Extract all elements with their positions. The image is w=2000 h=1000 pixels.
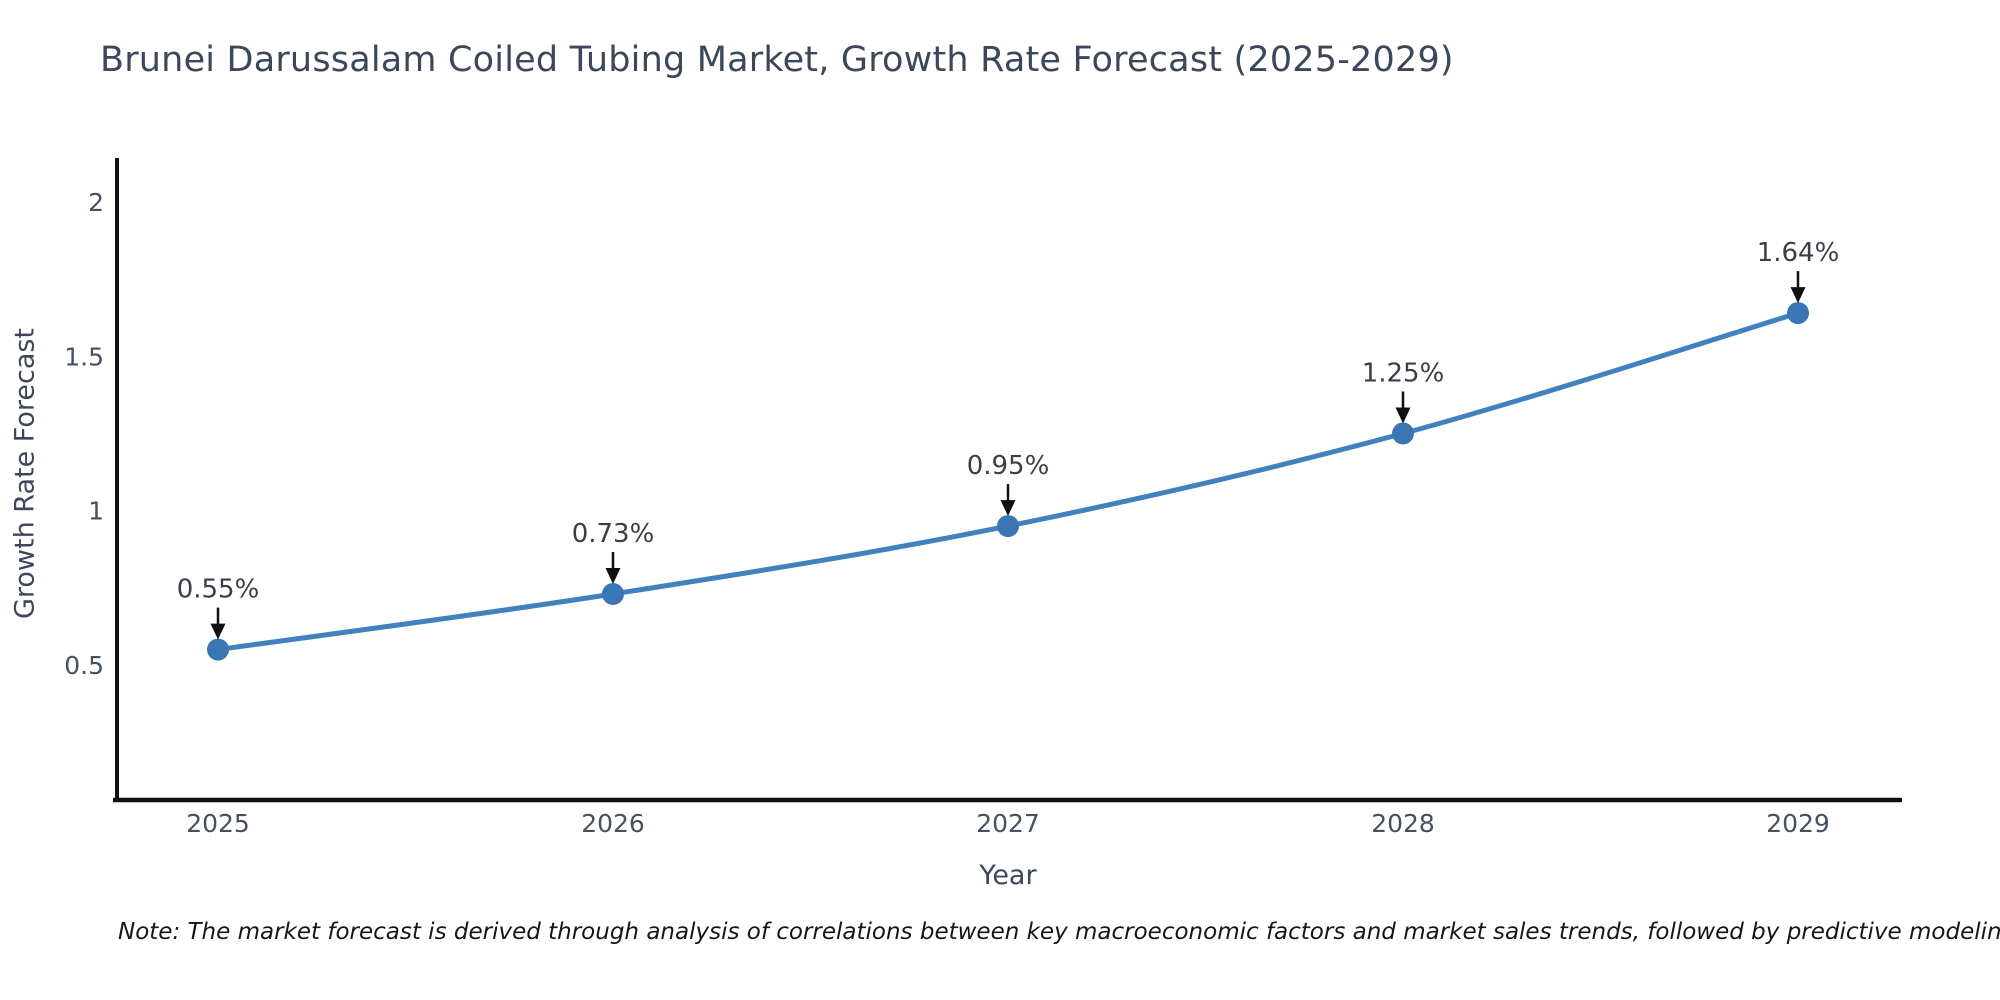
chart-title: Brunei Darussalam Coiled Tubing Market, …: [100, 40, 1454, 80]
y-tick-label: 0.5: [64, 651, 104, 680]
x-tick-label: 2026: [581, 809, 645, 838]
data-point-marker: [1392, 422, 1414, 445]
data-point-marker: [997, 515, 1019, 538]
x-tick-label: 2027: [976, 809, 1040, 838]
point-value-label: 0.55%: [177, 575, 260, 605]
annotation-arrow-head: [1000, 500, 1016, 517]
point-value-label: 0.73%: [572, 519, 655, 549]
point-value-label: 1.25%: [1362, 358, 1445, 388]
y-tick-label: 2: [88, 188, 104, 217]
annotation-arrow-head: [1395, 407, 1411, 424]
y-tick-label: 1.5: [64, 342, 104, 371]
data-point-marker: [207, 638, 229, 661]
x-tick-label: 2025: [186, 809, 250, 838]
annotation-arrow-head: [605, 567, 621, 584]
trend-line: [215, 310, 1801, 653]
x-tick-label: 2028: [1371, 809, 1435, 838]
annotation-arrow-head: [210, 623, 226, 640]
data-point-marker: [602, 582, 624, 605]
point-value-label: 1.64%: [1757, 238, 1840, 268]
x-axis-title: Year: [979, 860, 1037, 891]
annotation-arrow-head: [1790, 287, 1806, 304]
point-value-label: 0.95%: [967, 451, 1050, 481]
data-point-marker: [1787, 302, 1809, 325]
y-tick-label: 1: [88, 497, 104, 526]
footnote: Note: The market forecast is derived thr…: [118, 919, 2000, 945]
x-tick-label: 2029: [1766, 809, 1830, 838]
